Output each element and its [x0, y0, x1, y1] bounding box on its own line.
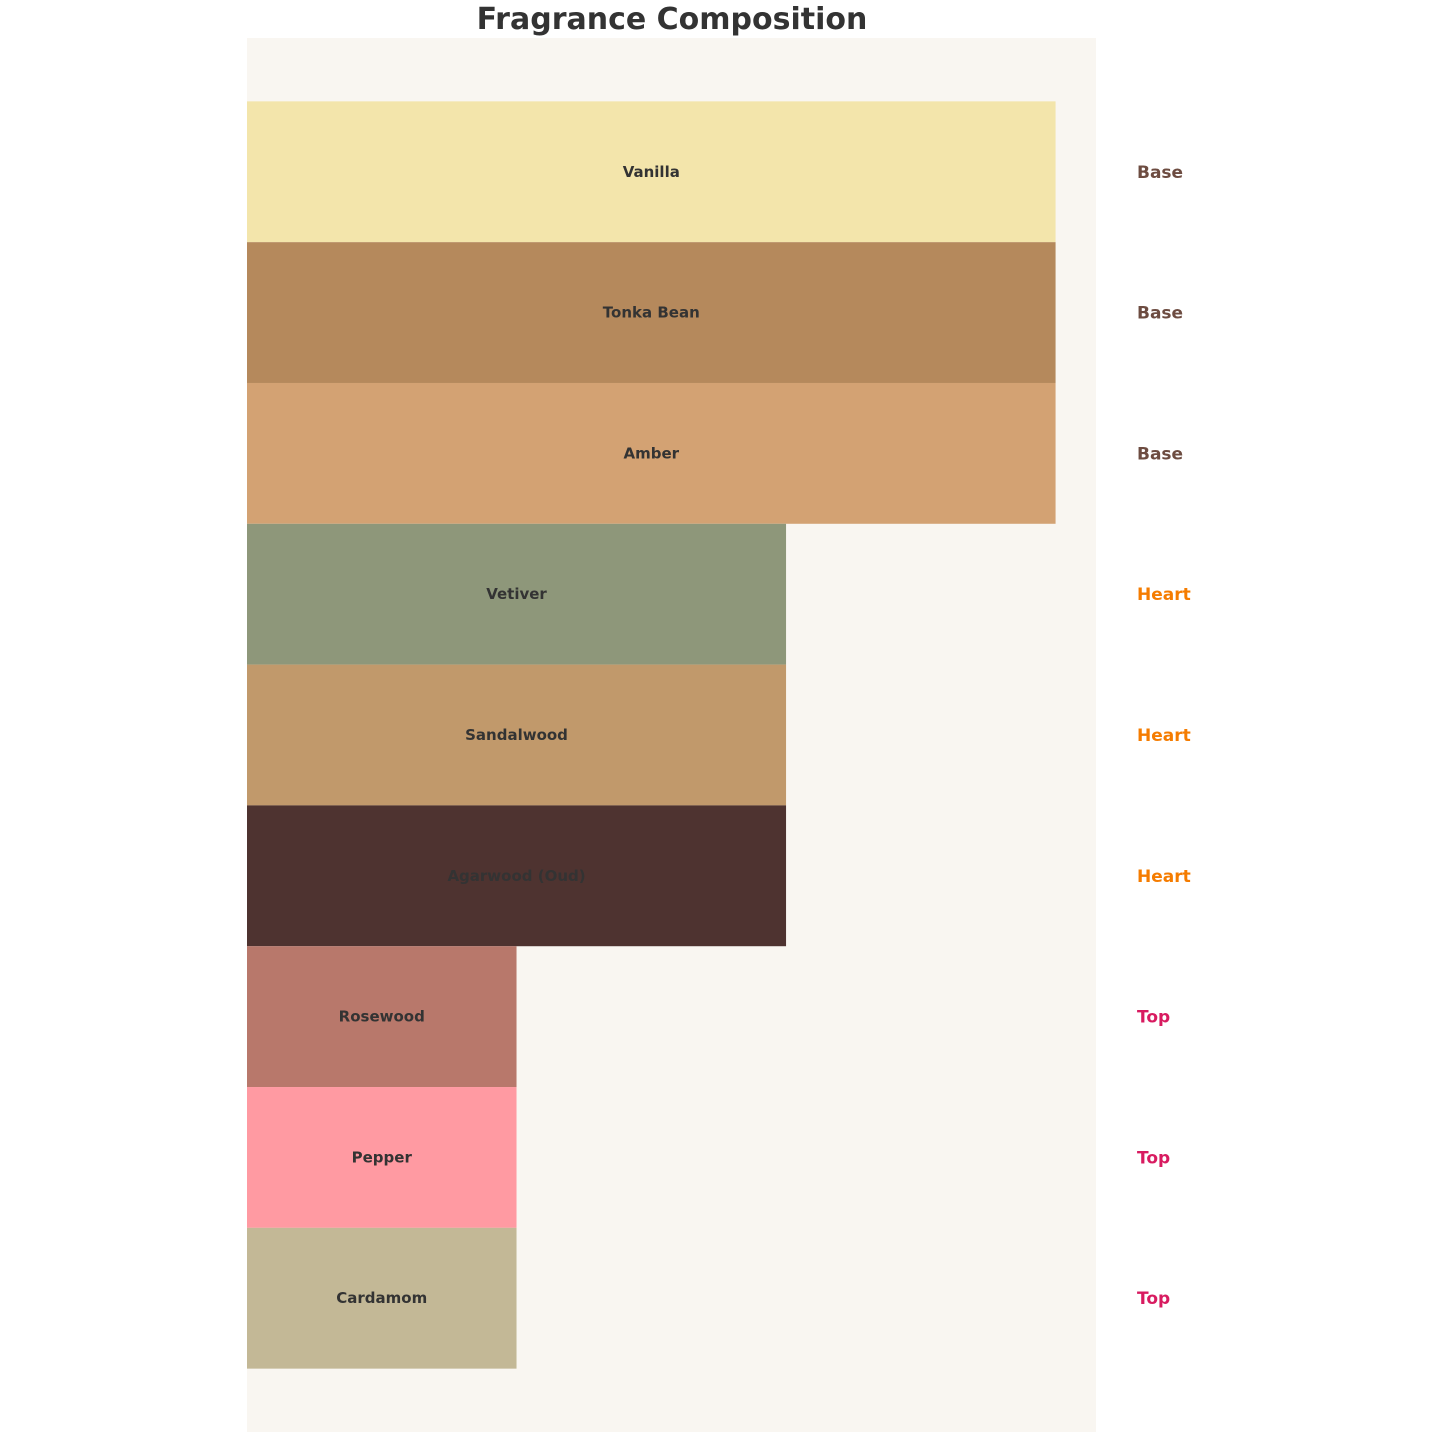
- bar-label: Rosewood: [339, 1008, 425, 1026]
- group-label: Heart: [1137, 726, 1191, 746]
- bar-label: Vanilla: [623, 163, 680, 181]
- group-label: Base: [1137, 304, 1183, 324]
- group-label: Top: [1137, 1148, 1170, 1168]
- bar-label: Amber: [624, 444, 680, 462]
- bar: [247, 242, 1056, 383]
- bar: [247, 1227, 517, 1369]
- bar: [247, 523, 787, 665]
- group-label: Top: [1137, 1289, 1170, 1309]
- group-label: Heart: [1137, 867, 1191, 887]
- group-label: Top: [1137, 1008, 1170, 1028]
- bar: [247, 805, 787, 947]
- group-label: Heart: [1137, 585, 1191, 605]
- group-label: Base: [1137, 444, 1183, 464]
- bar-label: Cardamom: [336, 1289, 427, 1307]
- group-label: Base: [1137, 163, 1183, 183]
- bar: [247, 664, 787, 806]
- bar-label: Vetiver: [486, 585, 547, 603]
- bar-label: Agarwood (Oud): [447, 867, 585, 885]
- bar: [247, 946, 517, 1088]
- bar-label: Tonka Bean: [603, 304, 700, 322]
- bar: [247, 382, 1056, 524]
- chart-title: Fragrance Composition: [476, 2, 868, 37]
- bar: [247, 101, 1056, 243]
- bar: [247, 1087, 517, 1228]
- bar-label: Sandalwood: [465, 726, 568, 744]
- bar-label: Pepper: [352, 1148, 413, 1166]
